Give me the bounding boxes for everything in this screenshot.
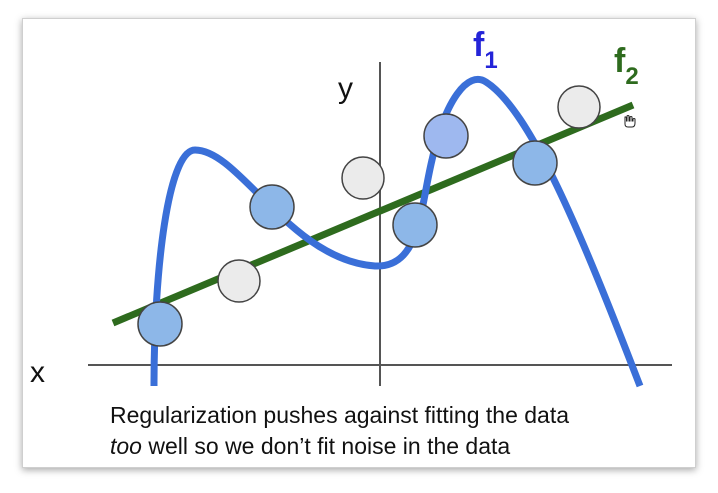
caption-emphasis: too [110,433,142,459]
f1-label-main: f [473,26,485,64]
f2-label: f2 [614,42,639,90]
data-point-on-curve [137,301,183,347]
caption-line-2-rest: well so we don’t fit noise in the data [141,433,511,459]
data-point-on-curve [423,113,469,159]
f1-label-sub: 1 [484,47,497,74]
f2-label-main: f [614,42,626,80]
f1-label: f1 [473,26,498,74]
f2-label-sub: 2 [625,63,638,90]
f2-line [111,101,635,327]
data-point-on-curve [512,140,558,186]
caption: Regularization pushes against fitting th… [110,400,569,462]
data-point-off-line [217,259,261,303]
hand-cursor-icon [624,115,636,128]
data-point-on-curve [249,184,295,230]
caption-line-2: too well so we don’t fit noise in the da… [110,431,569,462]
data-points [137,85,601,347]
x-axis-label: x [30,356,45,389]
caption-line-1: Regularization pushes against fitting th… [110,402,570,428]
data-point-off-line [341,156,385,200]
y-axis-label: y [338,72,353,105]
data-point-off-line [557,85,601,129]
data-point-on-curve [392,202,438,248]
